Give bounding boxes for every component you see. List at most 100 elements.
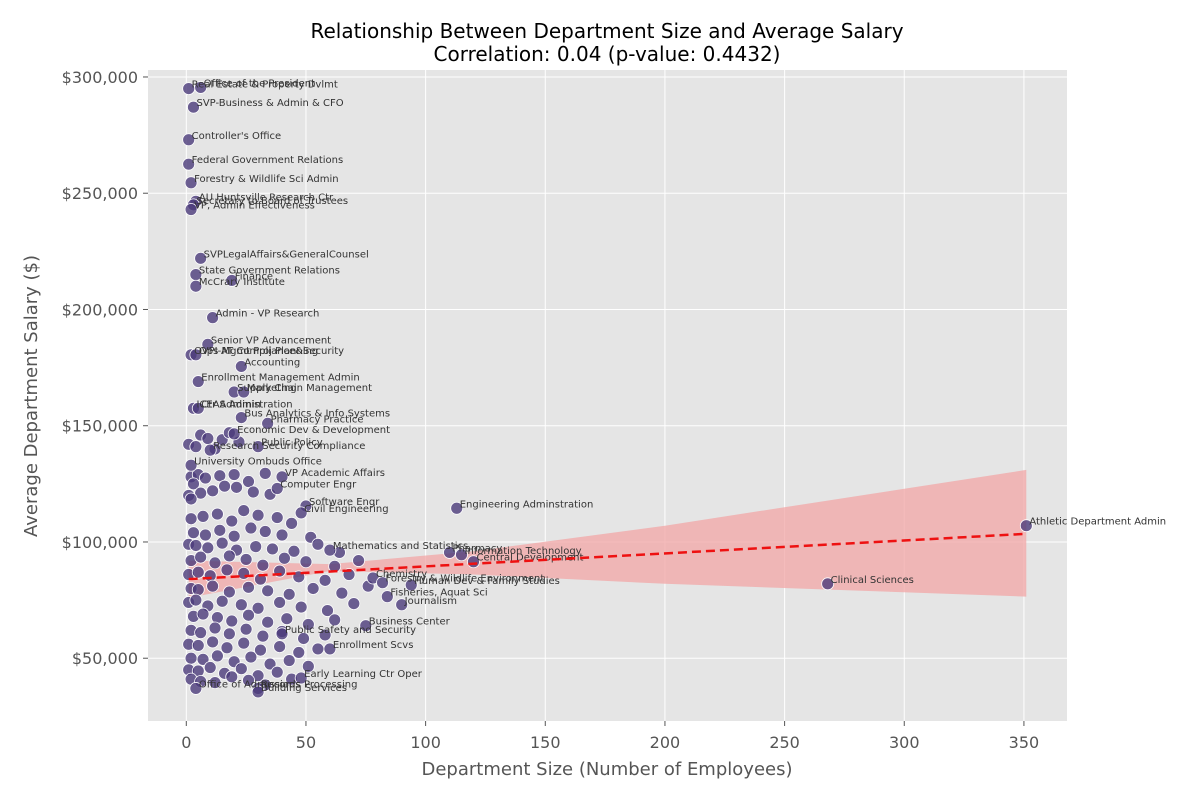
data-point <box>266 542 279 556</box>
point-label: Senior VP Advancement <box>211 335 331 346</box>
point-label: Supply Chain Management <box>237 383 372 394</box>
point-label: Marketing <box>247 383 297 394</box>
data-point <box>261 584 275 598</box>
data-point <box>196 652 210 666</box>
x-tick-label: 50 <box>296 733 316 752</box>
point-label: Business Center <box>369 617 451 628</box>
point-label: Building Services <box>261 683 347 694</box>
data-point <box>242 475 255 488</box>
data-point <box>263 657 277 671</box>
point-label: Mathematics and Statistics <box>333 541 468 552</box>
data-point <box>225 670 239 684</box>
data-point <box>199 471 212 485</box>
data-point <box>282 587 296 601</box>
data-point <box>234 598 248 612</box>
data-point <box>299 555 313 569</box>
point-label: Ctr Administration <box>201 399 292 410</box>
data-point <box>380 590 394 604</box>
data-point <box>318 628 332 642</box>
data-point <box>215 536 229 550</box>
point-label: Records Processing <box>261 679 357 690</box>
data-point <box>208 621 222 635</box>
data-point <box>206 635 220 649</box>
data-point <box>297 632 310 645</box>
point-label: Office of the President <box>204 78 316 89</box>
data-point <box>318 573 332 587</box>
data-point <box>270 511 284 524</box>
data-point <box>254 643 267 657</box>
data-point <box>275 470 289 484</box>
data-point <box>323 642 337 656</box>
data-point <box>201 337 215 351</box>
data-point <box>249 540 263 554</box>
y-tick-label: $200,000 <box>62 300 138 319</box>
point-label: OVPI-AT Compliance&Security <box>194 346 344 357</box>
data-point <box>273 596 287 609</box>
data-point <box>311 642 325 656</box>
point-label: University Ombuds Office <box>194 456 322 467</box>
data-point <box>222 585 236 599</box>
data-point <box>275 528 289 542</box>
data-point <box>218 479 231 493</box>
data-point <box>306 582 320 595</box>
data-point <box>261 416 275 430</box>
data-point <box>182 82 196 95</box>
data-point <box>184 512 198 526</box>
data-point <box>203 661 217 674</box>
data-point <box>246 485 260 499</box>
point-label: Office of Admissions <box>199 679 301 690</box>
data-point <box>242 580 255 594</box>
data-point <box>230 480 243 494</box>
data-point <box>184 176 198 190</box>
data-point <box>237 636 251 650</box>
data-point <box>184 458 198 472</box>
point-label: Pharmacy Practice <box>271 414 364 425</box>
data-point <box>194 251 208 265</box>
confidence-band-area <box>188 469 1027 598</box>
data-point <box>237 385 251 399</box>
point-label: Ops Mgmt Proj Planning <box>199 346 318 357</box>
data-point <box>256 558 270 572</box>
point-label: Central Development <box>476 553 583 564</box>
point-label: Enrollment Management Admin <box>201 373 359 384</box>
point-label: Engineering Adminstration <box>460 499 594 510</box>
data-point <box>285 516 298 530</box>
point-label: VP Academic Affairs <box>285 468 385 479</box>
data-point <box>258 525 272 538</box>
point-label: Journalism <box>404 596 457 607</box>
x-axis-label: Department Size (Number of Employees) <box>422 759 793 780</box>
data-point <box>234 360 248 373</box>
y-tick-label: $150,000 <box>62 417 138 436</box>
point-label: Real Estate & Property Dvlmt <box>192 80 338 91</box>
data-point <box>821 577 835 591</box>
data-point <box>194 626 208 640</box>
data-point <box>270 482 284 495</box>
point-label: Fisheries, Aquat Sci <box>390 588 487 599</box>
data-point <box>189 593 203 607</box>
data-point <box>234 662 248 676</box>
point-label: Forestry & Wildlife Environment <box>386 574 545 585</box>
data-point <box>294 506 308 520</box>
data-point <box>225 614 239 628</box>
data-point <box>242 608 255 622</box>
data-point <box>196 607 210 621</box>
data-point <box>256 629 270 643</box>
y-tick-label: $300,000 <box>62 68 138 87</box>
data-point <box>395 598 409 612</box>
data-point <box>294 600 308 614</box>
data-point <box>206 311 220 325</box>
data-point <box>261 615 275 629</box>
data-point <box>239 553 253 566</box>
point-label: Computer Engr <box>280 480 357 491</box>
data-point <box>206 484 220 498</box>
data-point <box>191 565 205 579</box>
data-point <box>251 508 265 522</box>
point-label: Public Safety and Security <box>285 625 416 636</box>
data-point <box>222 549 236 563</box>
data-point <box>191 639 205 652</box>
data-point <box>280 612 294 626</box>
data-point <box>450 501 464 515</box>
data-point <box>227 427 241 441</box>
data-point <box>184 203 198 216</box>
point-label: Athletic Department Admin <box>1029 517 1166 528</box>
